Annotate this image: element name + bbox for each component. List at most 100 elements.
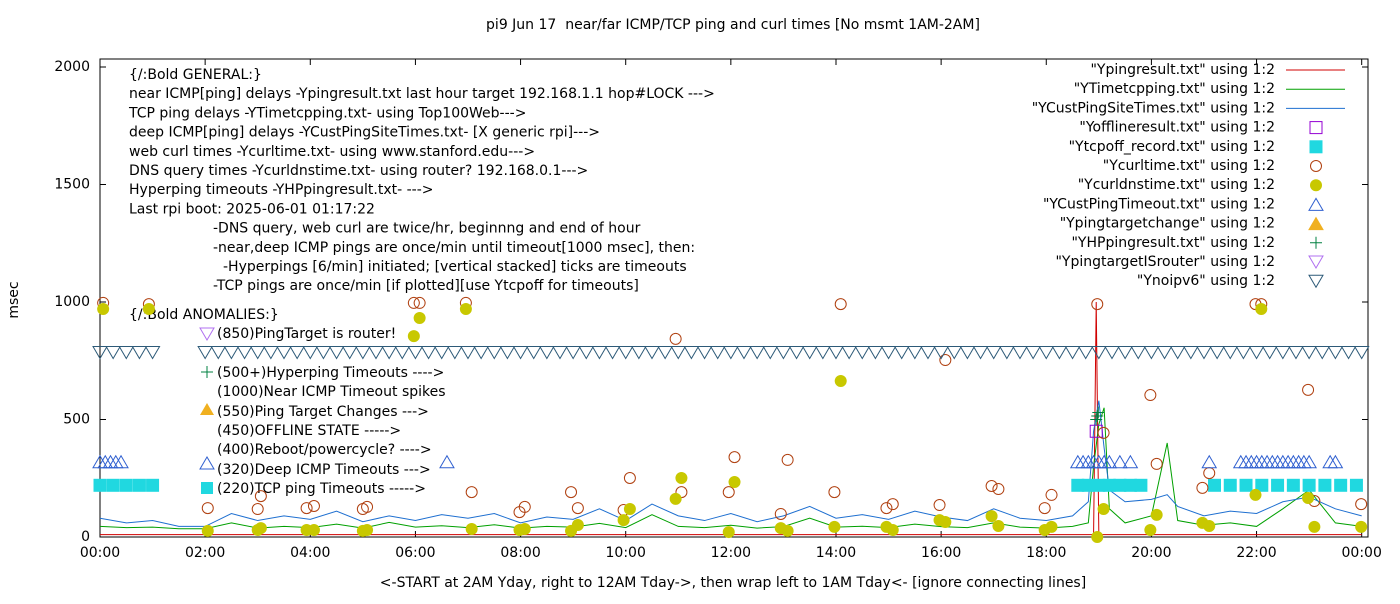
y-axis-label: msec xyxy=(6,281,22,318)
point xyxy=(381,346,398,360)
point xyxy=(801,346,818,360)
legend-swatch xyxy=(1309,140,1323,154)
point xyxy=(1097,426,1110,439)
point xyxy=(1235,346,1252,360)
point xyxy=(946,346,963,360)
point xyxy=(992,519,1005,532)
point xyxy=(644,346,660,360)
point xyxy=(1134,478,1148,492)
point xyxy=(1091,531,1104,543)
point xyxy=(1182,346,1199,360)
point xyxy=(1340,346,1357,360)
point xyxy=(906,346,923,360)
point xyxy=(119,478,133,492)
point xyxy=(959,346,976,360)
legend-swatch xyxy=(1310,236,1322,249)
point xyxy=(571,502,584,515)
point xyxy=(985,480,998,493)
point xyxy=(1288,346,1304,360)
point xyxy=(1156,346,1173,360)
point xyxy=(1314,346,1331,360)
point xyxy=(1012,346,1028,360)
point xyxy=(774,507,787,520)
point xyxy=(854,346,871,360)
point xyxy=(1203,467,1216,480)
point xyxy=(1302,491,1315,504)
legend-label: "Ycurltime.txt" using 1:2 xyxy=(1103,158,1275,174)
point xyxy=(1334,478,1348,492)
y-tick-label: 2000 xyxy=(54,59,90,75)
point xyxy=(1104,346,1120,360)
point xyxy=(841,346,857,360)
point xyxy=(998,346,1015,360)
point xyxy=(1355,498,1368,511)
point xyxy=(657,346,674,360)
point xyxy=(1301,346,1317,360)
point xyxy=(1249,488,1262,501)
point xyxy=(197,346,214,360)
point xyxy=(1302,383,1315,396)
point xyxy=(1045,488,1058,501)
point xyxy=(1255,303,1268,316)
x-tick-label: 22:00 xyxy=(1236,545,1276,561)
point xyxy=(623,472,636,485)
point xyxy=(499,346,516,360)
point xyxy=(1089,424,1103,438)
point xyxy=(1092,406,1105,419)
point xyxy=(939,354,952,367)
annotation: -DNS query, web curl are twice/hr, begin… xyxy=(213,221,641,237)
legend-swatch xyxy=(1310,179,1322,192)
legend-swatch xyxy=(1308,216,1324,231)
point xyxy=(1261,346,1278,360)
point xyxy=(669,492,682,505)
point xyxy=(591,346,608,360)
point xyxy=(92,346,108,360)
point xyxy=(1091,298,1104,311)
point xyxy=(781,453,794,466)
point xyxy=(1349,478,1363,492)
icon xyxy=(199,327,215,341)
point xyxy=(1169,346,1186,360)
point xyxy=(1203,519,1216,532)
point xyxy=(131,346,148,360)
point xyxy=(880,502,893,515)
x-tick-label: 14:00 xyxy=(816,545,856,561)
x-tick-label: 20:00 xyxy=(1131,545,1171,561)
annotation: (1000)Near ICMP Timeout spikes xyxy=(217,384,446,400)
point xyxy=(1122,454,1139,469)
point xyxy=(142,303,155,316)
x-tick-label: 06:00 xyxy=(395,545,435,561)
point xyxy=(368,346,384,360)
annotation: -TCP pings are once/min [if plotted][use… xyxy=(213,278,639,294)
point xyxy=(407,330,420,343)
point xyxy=(1025,346,1042,360)
point xyxy=(985,346,1002,360)
legend-swatch xyxy=(1308,274,1324,289)
point xyxy=(1144,523,1157,536)
legend-label: "Ycurldnstime.txt" using 1:2 xyxy=(1078,177,1275,193)
point xyxy=(834,374,847,387)
point xyxy=(132,478,146,492)
point xyxy=(413,296,426,309)
point xyxy=(518,523,531,536)
icon xyxy=(199,456,215,470)
point xyxy=(1274,346,1291,360)
legend-swatch xyxy=(1308,255,1324,269)
point xyxy=(223,346,240,360)
point xyxy=(146,478,160,492)
point xyxy=(407,346,424,360)
point xyxy=(886,523,899,536)
point xyxy=(538,346,555,360)
point xyxy=(201,524,214,537)
point xyxy=(236,346,253,360)
point xyxy=(736,346,752,360)
point xyxy=(439,454,455,469)
point xyxy=(420,346,437,360)
point xyxy=(1090,346,1107,360)
annotation: (450)OFFLINE STATE -----> xyxy=(217,423,401,439)
legend-label: "Ypingtargetchange" using 1:2 xyxy=(1060,216,1275,232)
icon xyxy=(201,482,213,494)
annotation: {/:Bold GENERAL:} xyxy=(129,67,262,83)
point xyxy=(465,523,478,536)
